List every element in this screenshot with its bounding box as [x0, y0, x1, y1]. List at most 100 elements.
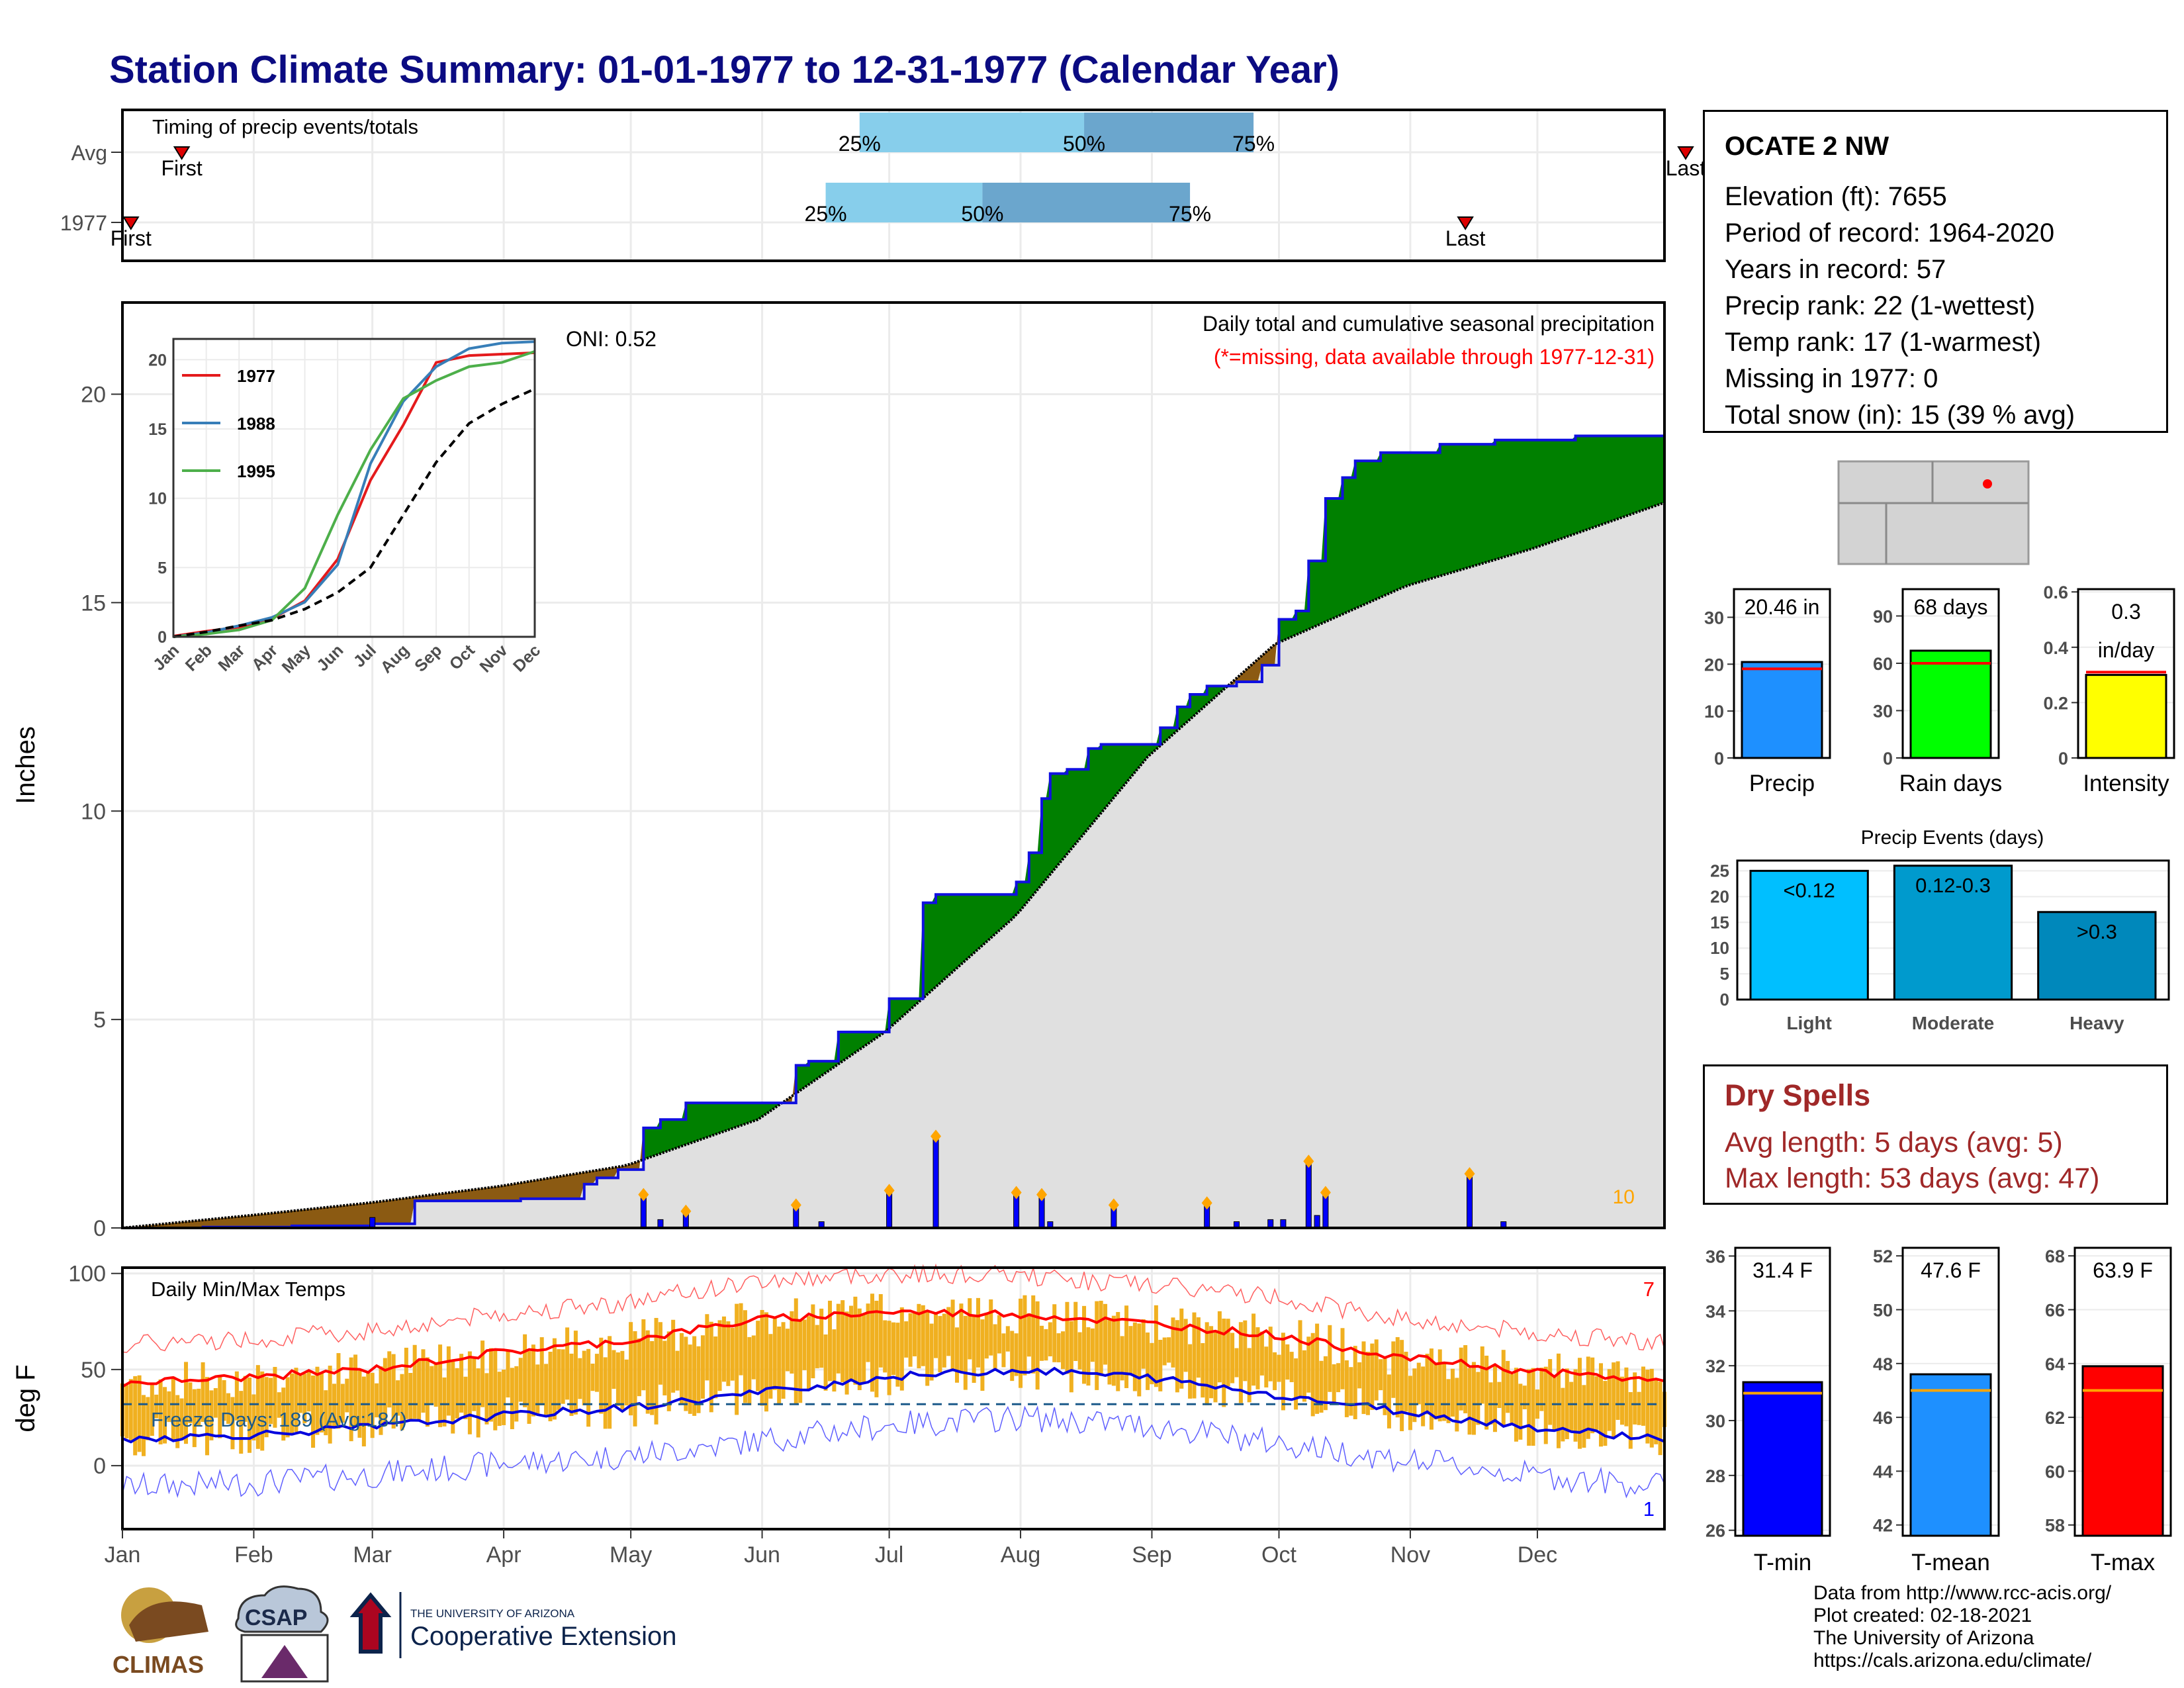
- daily-temp-bar: [1353, 1346, 1357, 1419]
- daily-temp-bar: [539, 1337, 544, 1406]
- precip-extreme-marker: [1303, 1154, 1314, 1168]
- daily-temp-bar: [294, 1368, 298, 1432]
- climas-logo: CLIMAS: [113, 1587, 208, 1678]
- daily-temp-bar: [688, 1344, 692, 1414]
- station-missing: Missing in 1977: 0: [1725, 364, 1938, 393]
- precip-above-normal-area: [796, 685, 1228, 1094]
- daily-temp-bar: [455, 1368, 459, 1419]
- daily-temp-bar: [709, 1321, 713, 1413]
- daily-temp-bar: [1522, 1385, 1527, 1409]
- daily-temp-bar: [1577, 1358, 1582, 1449]
- daily-temp-bar: [1065, 1301, 1069, 1374]
- daily-temp-bar: [1302, 1350, 1306, 1402]
- precip-extreme-marker: [1464, 1167, 1475, 1181]
- temp-summary-ytick-label: 30: [1706, 1411, 1725, 1431]
- temp-summary-ytick-label: 66: [2045, 1301, 2065, 1321]
- timing-row-label: Avg: [71, 141, 107, 165]
- daily-temp-bar: [980, 1319, 985, 1391]
- daily-temp-bar: [1306, 1336, 1311, 1393]
- daily-temp-bar: [1501, 1350, 1506, 1426]
- temp-ytick-label: 0: [93, 1454, 106, 1479]
- daily-temp-bar: [662, 1340, 667, 1395]
- daily-temp-bar: [1120, 1336, 1124, 1381]
- daily-temp-bar: [1467, 1368, 1472, 1435]
- precip-events-title: Precip Events (days): [1861, 827, 2044, 849]
- temp-summary-ytick-label: 34: [1706, 1301, 1725, 1321]
- daily-temp-bar: [251, 1394, 256, 1440]
- daily-temp-bar: [963, 1315, 968, 1390]
- daily-temp-bar: [463, 1376, 468, 1419]
- timing-first-marker: [122, 216, 140, 230]
- daily-temp-bar: [1590, 1357, 1595, 1434]
- daily-temp-bar: [1137, 1323, 1142, 1397]
- daily-temp-bar: [1167, 1337, 1171, 1363]
- summary-ytick-label: 0.4: [2043, 638, 2068, 658]
- daily-temp-bar: [137, 1375, 142, 1452]
- station-name: OCATE 2 NW: [1725, 132, 1889, 161]
- temp-summary-panel-border: [1734, 1246, 1831, 1537]
- month-label: Feb: [234, 1542, 273, 1568]
- summary-ytick-label: 30: [1704, 608, 1724, 628]
- daily-temp-bar: [488, 1348, 493, 1422]
- ua-small-text: THE UNIVERSITY OF ARIZONA: [410, 1607, 575, 1620]
- daily-temp-bar: [819, 1308, 824, 1368]
- daily-temp-bar: [1336, 1363, 1341, 1393]
- daily-temp-bar: [1582, 1385, 1586, 1448]
- daily-temp-bar: [645, 1330, 650, 1414]
- daily-temp-bar: [1196, 1317, 1201, 1378]
- record-min-line: [122, 1405, 1665, 1499]
- summary-ytick-label: 30: [1873, 702, 1893, 722]
- station-location-marker: [1983, 479, 1992, 489]
- daily-temp-bar: [192, 1389, 197, 1448]
- daily-temp-bar: [1116, 1312, 1120, 1391]
- daily-temp-bar: [1387, 1374, 1391, 1429]
- daily-temp-bar: [700, 1335, 705, 1399]
- daily-temp-bar: [260, 1371, 265, 1451]
- daily-temp-bar: [184, 1362, 189, 1444]
- daily-temp-bar: [942, 1313, 946, 1368]
- daily-temp-bar: [391, 1354, 396, 1429]
- daily-temp-bar: [836, 1303, 841, 1374]
- daily-temp-bar: [908, 1313, 913, 1367]
- daily-temp-bar: [887, 1321, 891, 1395]
- daily-temp-bar: [899, 1307, 904, 1391]
- csap-mountain-icon: [261, 1645, 308, 1678]
- precip-extreme-marker: [1036, 1188, 1048, 1201]
- events-ytick-label: 0: [1720, 990, 1729, 1009]
- events-ytick-label: 5: [1720, 964, 1729, 984]
- daily-temp-bar: [878, 1293, 883, 1368]
- daily-temp-bar: [357, 1370, 362, 1438]
- daily-temp-bar: [1628, 1391, 1633, 1449]
- daily-temp-bar: [557, 1349, 561, 1411]
- daily-temp-bar: [573, 1331, 578, 1415]
- events-category-label: Light: [1786, 1013, 1831, 1033]
- daily-temp-bar: [544, 1364, 549, 1415]
- freeze-days-label: Freeze Days: 189 (Avg:184): [151, 1408, 407, 1431]
- daily-temp-bar: [1158, 1340, 1163, 1391]
- timing-q75-label: 75%: [1169, 202, 1211, 226]
- station-precip-rank: Precip rank: 22 (1-wettest): [1725, 291, 2036, 320]
- precip-below-normal-area: [126, 1127, 644, 1228]
- inset-ytick-label: 15: [148, 420, 167, 439]
- summary-ytick-label: 60: [1873, 654, 1893, 674]
- inset-ytick-label: 10: [148, 490, 167, 508]
- daily-temp-bar: [777, 1326, 782, 1405]
- timing-q25-label: 25%: [805, 202, 847, 226]
- daily-temp-bar: [1323, 1356, 1328, 1411]
- daily-temp-bar: [1421, 1366, 1426, 1427]
- daily-temp-bar: [1044, 1329, 1048, 1361]
- daily-temp-bar: [230, 1397, 235, 1450]
- daily-temp-bar: [1645, 1370, 1650, 1444]
- daily-temp-bar: [1001, 1333, 1006, 1368]
- daily-temp-bar: [1459, 1347, 1463, 1411]
- daily-temp-bar: [1442, 1362, 1447, 1421]
- daily-precip-bar: [933, 1135, 939, 1229]
- daily-temp-bar: [1332, 1364, 1336, 1403]
- daily-temp-bar: [802, 1319, 807, 1370]
- summary-value-label: 68 days: [1913, 595, 1987, 619]
- daily-temp-bar: [306, 1372, 311, 1412]
- daily-temp-bar: [844, 1311, 849, 1395]
- month-label: Dec: [1518, 1542, 1557, 1568]
- daily-temp-bar: [142, 1395, 146, 1456]
- temp-summary-bar-label: T-min: [1754, 1550, 1812, 1575]
